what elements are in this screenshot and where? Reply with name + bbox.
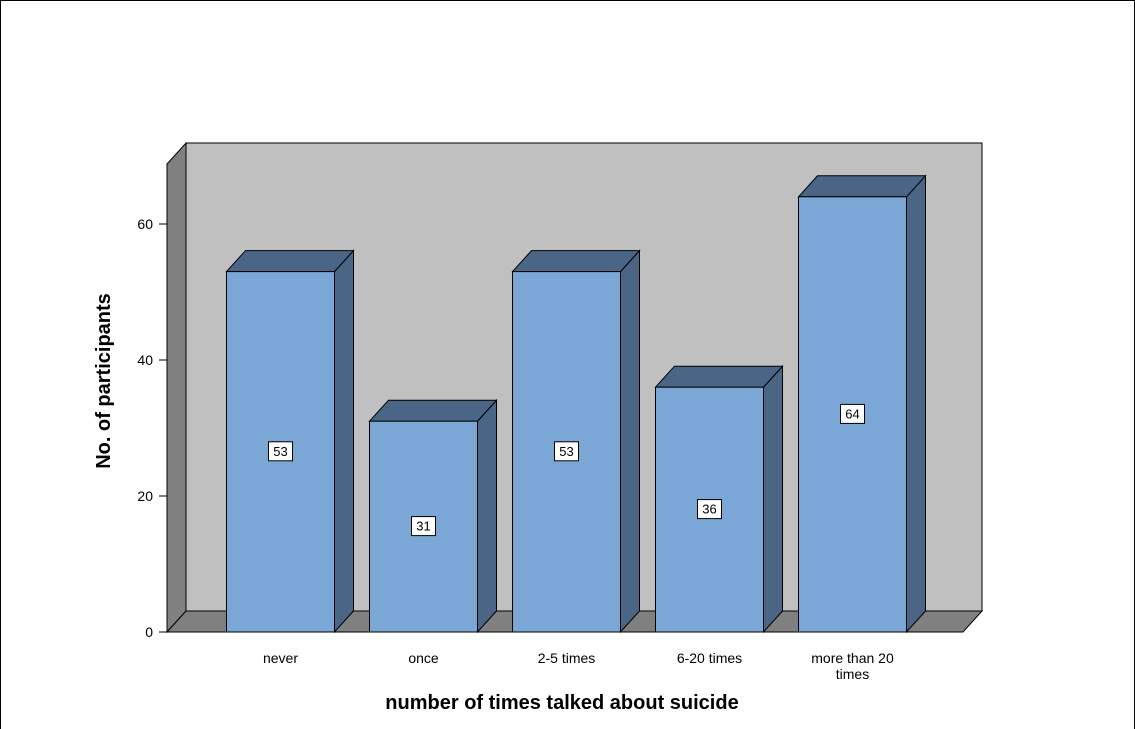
data-label: 53 xyxy=(559,444,573,459)
data-label: 64 xyxy=(845,406,859,421)
data-label: 53 xyxy=(273,444,287,459)
side-wall xyxy=(167,143,186,632)
bar-3: 53 xyxy=(513,251,640,632)
bar-top xyxy=(513,251,640,272)
bar-side xyxy=(907,176,926,632)
bar-top xyxy=(799,176,926,197)
data-label: 36 xyxy=(702,502,716,517)
y-tick-label: 0 xyxy=(145,624,153,640)
bar-side xyxy=(621,251,640,632)
x-tick-label: more than 20 times xyxy=(811,650,894,682)
y-axis: 0 20 40 60 xyxy=(137,164,167,640)
y-axis-title: No. of participants xyxy=(93,293,115,469)
x-tick-label: once xyxy=(408,650,439,666)
x-tick-label: 2-5 times xyxy=(538,650,596,666)
bar-side xyxy=(764,366,783,632)
bar-4: 36 xyxy=(656,366,783,632)
data-label: 31 xyxy=(416,519,430,534)
y-tick-label: 40 xyxy=(137,352,153,368)
bar-top xyxy=(227,251,354,272)
bar-top xyxy=(370,400,497,421)
bar-top xyxy=(656,366,783,387)
bar-5: 64 xyxy=(799,176,926,632)
bar-2: 31 xyxy=(370,400,497,632)
x-tick-label: 6-20 times xyxy=(677,650,742,666)
y-tick-label: 60 xyxy=(137,216,153,232)
x-tick-label: never xyxy=(263,650,298,666)
bar-side xyxy=(478,400,497,632)
x-axis-tick-labels: never once 2-5 times 6-20 times more than 20… xyxy=(263,650,894,682)
y-tick-label: 20 xyxy=(137,488,153,504)
bar-side xyxy=(335,251,354,632)
bar-1: 53 xyxy=(227,251,354,632)
x-axis-title: number of times talked about suicide xyxy=(385,692,738,714)
